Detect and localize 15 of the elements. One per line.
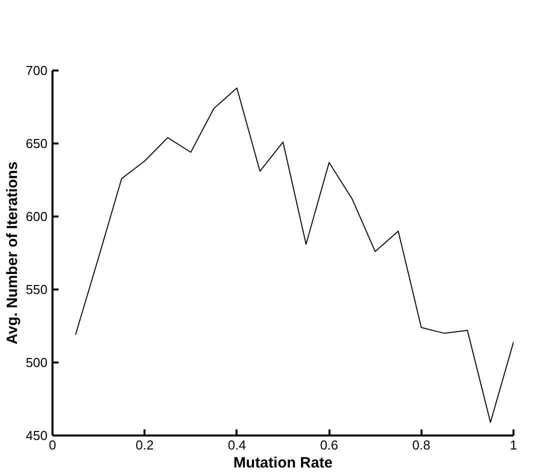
x-tick-label: 0.6 <box>320 438 338 452</box>
x-tick-label: 0 <box>48 438 56 452</box>
x-axis-title: Mutation Rate <box>233 454 333 472</box>
x-tick-label: 0.2 <box>136 438 154 452</box>
y-tick-label: 550 <box>26 282 48 297</box>
y-tick-label: 500 <box>26 355 48 370</box>
x-tick-label: 0.8 <box>412 438 430 452</box>
y-tick-label: 600 <box>26 209 48 224</box>
y-tick-label: 650 <box>26 136 48 151</box>
y-tick-label: 700 <box>26 63 48 78</box>
line-series <box>75 88 514 423</box>
x-tick-label: 0.4 <box>228 438 246 452</box>
y-tick-label: 450 <box>26 428 48 443</box>
y-axis-title: Avg. Number of Iterations <box>4 162 21 344</box>
x-tick-label: 1 <box>510 438 518 452</box>
